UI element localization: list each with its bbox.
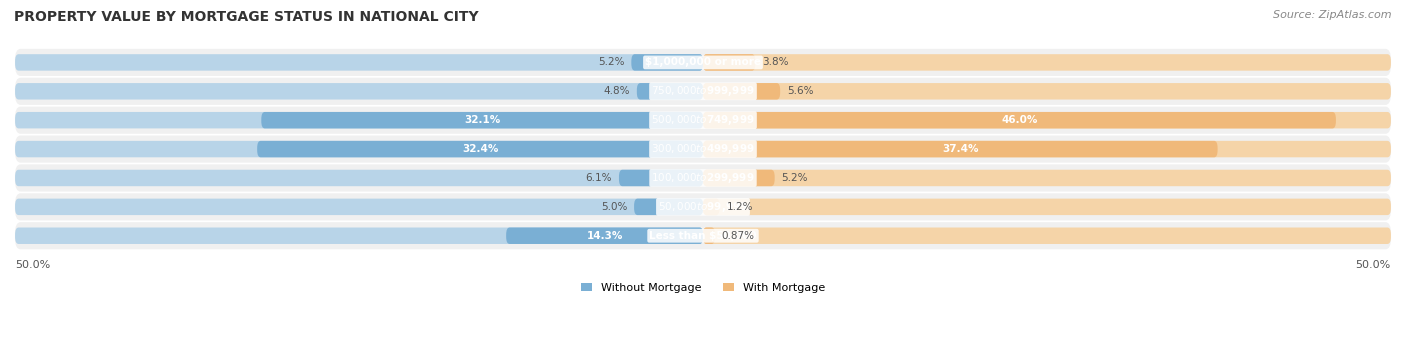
Legend: Without Mortgage, With Mortgage: Without Mortgage, With Mortgage	[576, 278, 830, 298]
FancyBboxPatch shape	[634, 199, 703, 215]
FancyBboxPatch shape	[15, 78, 1391, 105]
Text: 14.3%: 14.3%	[586, 231, 623, 241]
Text: 32.4%: 32.4%	[463, 144, 498, 154]
Text: $100,000 to $299,999: $100,000 to $299,999	[651, 171, 755, 185]
FancyBboxPatch shape	[703, 141, 1391, 157]
Text: Less than $50,000: Less than $50,000	[650, 231, 756, 241]
Text: 32.1%: 32.1%	[464, 115, 501, 125]
Text: 5.0%: 5.0%	[600, 202, 627, 212]
FancyBboxPatch shape	[703, 227, 1391, 244]
FancyBboxPatch shape	[15, 54, 703, 71]
FancyBboxPatch shape	[15, 227, 703, 244]
Text: 5.2%: 5.2%	[782, 173, 808, 183]
FancyBboxPatch shape	[262, 112, 703, 129]
FancyBboxPatch shape	[15, 112, 703, 129]
FancyBboxPatch shape	[703, 199, 1391, 215]
Text: $1,000,000 or more: $1,000,000 or more	[645, 57, 761, 67]
Text: Source: ZipAtlas.com: Source: ZipAtlas.com	[1274, 10, 1392, 20]
FancyBboxPatch shape	[631, 54, 703, 71]
FancyBboxPatch shape	[15, 136, 1391, 163]
Text: $50,000 to $99,999: $50,000 to $99,999	[658, 200, 748, 214]
FancyBboxPatch shape	[15, 222, 1391, 249]
FancyBboxPatch shape	[15, 164, 1391, 191]
Text: 3.8%: 3.8%	[762, 57, 789, 67]
Text: 5.6%: 5.6%	[787, 86, 814, 96]
FancyBboxPatch shape	[506, 227, 703, 244]
FancyBboxPatch shape	[703, 141, 1218, 157]
FancyBboxPatch shape	[703, 54, 1391, 71]
FancyBboxPatch shape	[15, 141, 703, 157]
FancyBboxPatch shape	[703, 112, 1391, 129]
FancyBboxPatch shape	[619, 170, 703, 186]
Text: 1.2%: 1.2%	[727, 202, 752, 212]
Text: 6.1%: 6.1%	[586, 173, 612, 183]
FancyBboxPatch shape	[703, 112, 1336, 129]
FancyBboxPatch shape	[703, 227, 716, 244]
FancyBboxPatch shape	[15, 193, 1391, 220]
Text: 37.4%: 37.4%	[942, 144, 979, 154]
FancyBboxPatch shape	[15, 83, 703, 100]
Text: $300,000 to $499,999: $300,000 to $499,999	[651, 142, 755, 156]
FancyBboxPatch shape	[703, 199, 720, 215]
Text: $500,000 to $749,999: $500,000 to $749,999	[651, 113, 755, 127]
Text: 4.8%: 4.8%	[603, 86, 630, 96]
Text: 46.0%: 46.0%	[1001, 115, 1038, 125]
Text: 0.87%: 0.87%	[721, 231, 755, 241]
Text: 50.0%: 50.0%	[15, 260, 51, 270]
Text: $750,000 to $999,999: $750,000 to $999,999	[651, 84, 755, 98]
Text: 50.0%: 50.0%	[1355, 260, 1391, 270]
FancyBboxPatch shape	[703, 83, 1391, 100]
Text: 5.2%: 5.2%	[598, 57, 624, 67]
FancyBboxPatch shape	[703, 170, 1391, 186]
FancyBboxPatch shape	[15, 199, 703, 215]
FancyBboxPatch shape	[15, 49, 1391, 76]
FancyBboxPatch shape	[703, 83, 780, 100]
FancyBboxPatch shape	[257, 141, 703, 157]
FancyBboxPatch shape	[637, 83, 703, 100]
FancyBboxPatch shape	[703, 170, 775, 186]
FancyBboxPatch shape	[15, 170, 703, 186]
FancyBboxPatch shape	[15, 107, 1391, 134]
FancyBboxPatch shape	[703, 54, 755, 71]
Text: PROPERTY VALUE BY MORTGAGE STATUS IN NATIONAL CITY: PROPERTY VALUE BY MORTGAGE STATUS IN NAT…	[14, 10, 478, 24]
